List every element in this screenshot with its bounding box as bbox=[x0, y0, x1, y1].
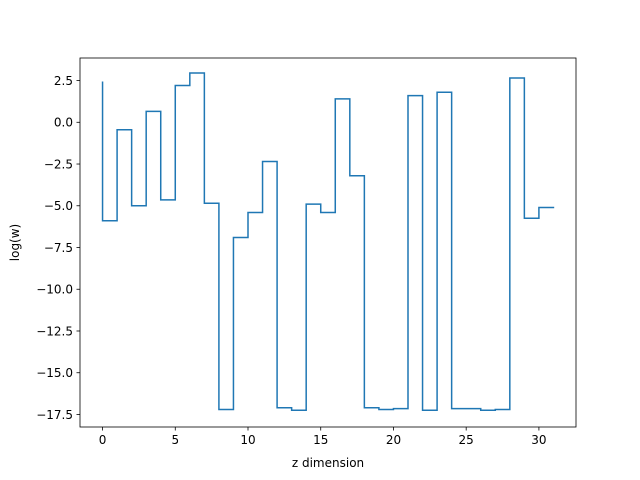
y-tick-label: −5.0 bbox=[44, 199, 73, 213]
x-tick-label: 20 bbox=[386, 433, 401, 447]
plot-area bbox=[80, 58, 576, 427]
y-tick-label: 2.5 bbox=[54, 74, 73, 88]
x-tick-label: 15 bbox=[313, 433, 328, 447]
x-tick-label: 25 bbox=[459, 433, 474, 447]
y-tick-label: −10.0 bbox=[36, 283, 73, 297]
y-tick-label: −15.0 bbox=[36, 366, 73, 380]
x-tick-label: 10 bbox=[240, 433, 255, 447]
y-axis-label: log(w) bbox=[8, 224, 22, 261]
y-tick-label: −7.5 bbox=[44, 241, 73, 255]
x-tick-label: 30 bbox=[531, 433, 546, 447]
series-line bbox=[101, 72, 555, 412]
y-tick-label: −2.5 bbox=[44, 157, 73, 171]
x-tick-label: 5 bbox=[171, 433, 179, 447]
x-tick-label: 0 bbox=[99, 433, 107, 447]
plot-frame bbox=[79, 57, 577, 428]
y-tick-label: 0.0 bbox=[54, 116, 73, 130]
y-tick-label: −17.5 bbox=[36, 408, 73, 422]
y-tick-label: −12.5 bbox=[36, 324, 73, 338]
y-axis-ticks: 2.5 0.0 −2.5 −5.0 −7.5 −10.0 −12.5 −15.0 −17.5 bbox=[36, 74, 80, 422]
series-layer bbox=[101, 72, 555, 412]
x-axis-label: z dimension bbox=[292, 456, 364, 470]
x-axis-ticks: 0 5 10 15 20 25 30 bbox=[99, 427, 547, 447]
